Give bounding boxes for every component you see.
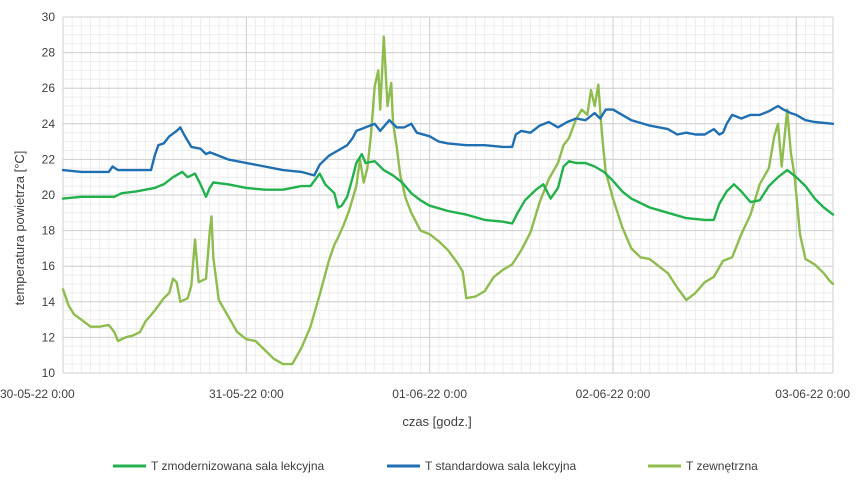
major-grid (62, 16, 834, 374)
y-axis-title: temperatura powietrza [°C] (12, 151, 27, 306)
y-tick-label: 14 (42, 295, 56, 309)
y-tick-label: 20 (42, 188, 56, 202)
y-tick-label: 16 (42, 259, 56, 273)
y-tick-label: 26 (42, 81, 56, 95)
y-axis-ticks: 10 12 14 16 18 20 22 24 26 28 30 (42, 10, 56, 380)
x-axis-ticks: 30-05-22 0:00 31-05-22 0:00 01-06-22 0:00 0… (0, 387, 850, 401)
x-tick-label: 31-05-22 0:00 (209, 387, 284, 401)
series-line (61, 35, 835, 366)
legend-label: T zmodernizowana sala lekcyjna (151, 459, 325, 473)
series-layer (61, 35, 835, 366)
legend-label: T standardowa sala lekcyjna (425, 459, 577, 473)
x-tick-label: 30-05-22 0:00 (0, 387, 75, 401)
y-tick-label: 12 (42, 330, 56, 344)
legend: T zmodernizowana sala lekcyjna T standard… (113, 459, 758, 473)
legend-label: T zewnętrzna (686, 459, 758, 473)
y-tick-label: 28 (42, 46, 56, 60)
series-line (61, 104, 835, 177)
x-axis-title: czas [godz.] (402, 414, 471, 429)
y-tick-label: 18 (42, 224, 56, 238)
series-line (61, 152, 835, 225)
x-tick-label: 02-06-22 0:00 (576, 387, 651, 401)
y-tick-label: 22 (42, 152, 56, 166)
y-tick-label: 30 (42, 10, 56, 24)
x-tick-label: 01-06-22 0:00 (392, 387, 467, 401)
y-tick-label: 24 (42, 117, 56, 131)
y-tick-label: 10 (42, 366, 56, 380)
x-tick-label: 03-06-22 0:00 (775, 387, 850, 401)
